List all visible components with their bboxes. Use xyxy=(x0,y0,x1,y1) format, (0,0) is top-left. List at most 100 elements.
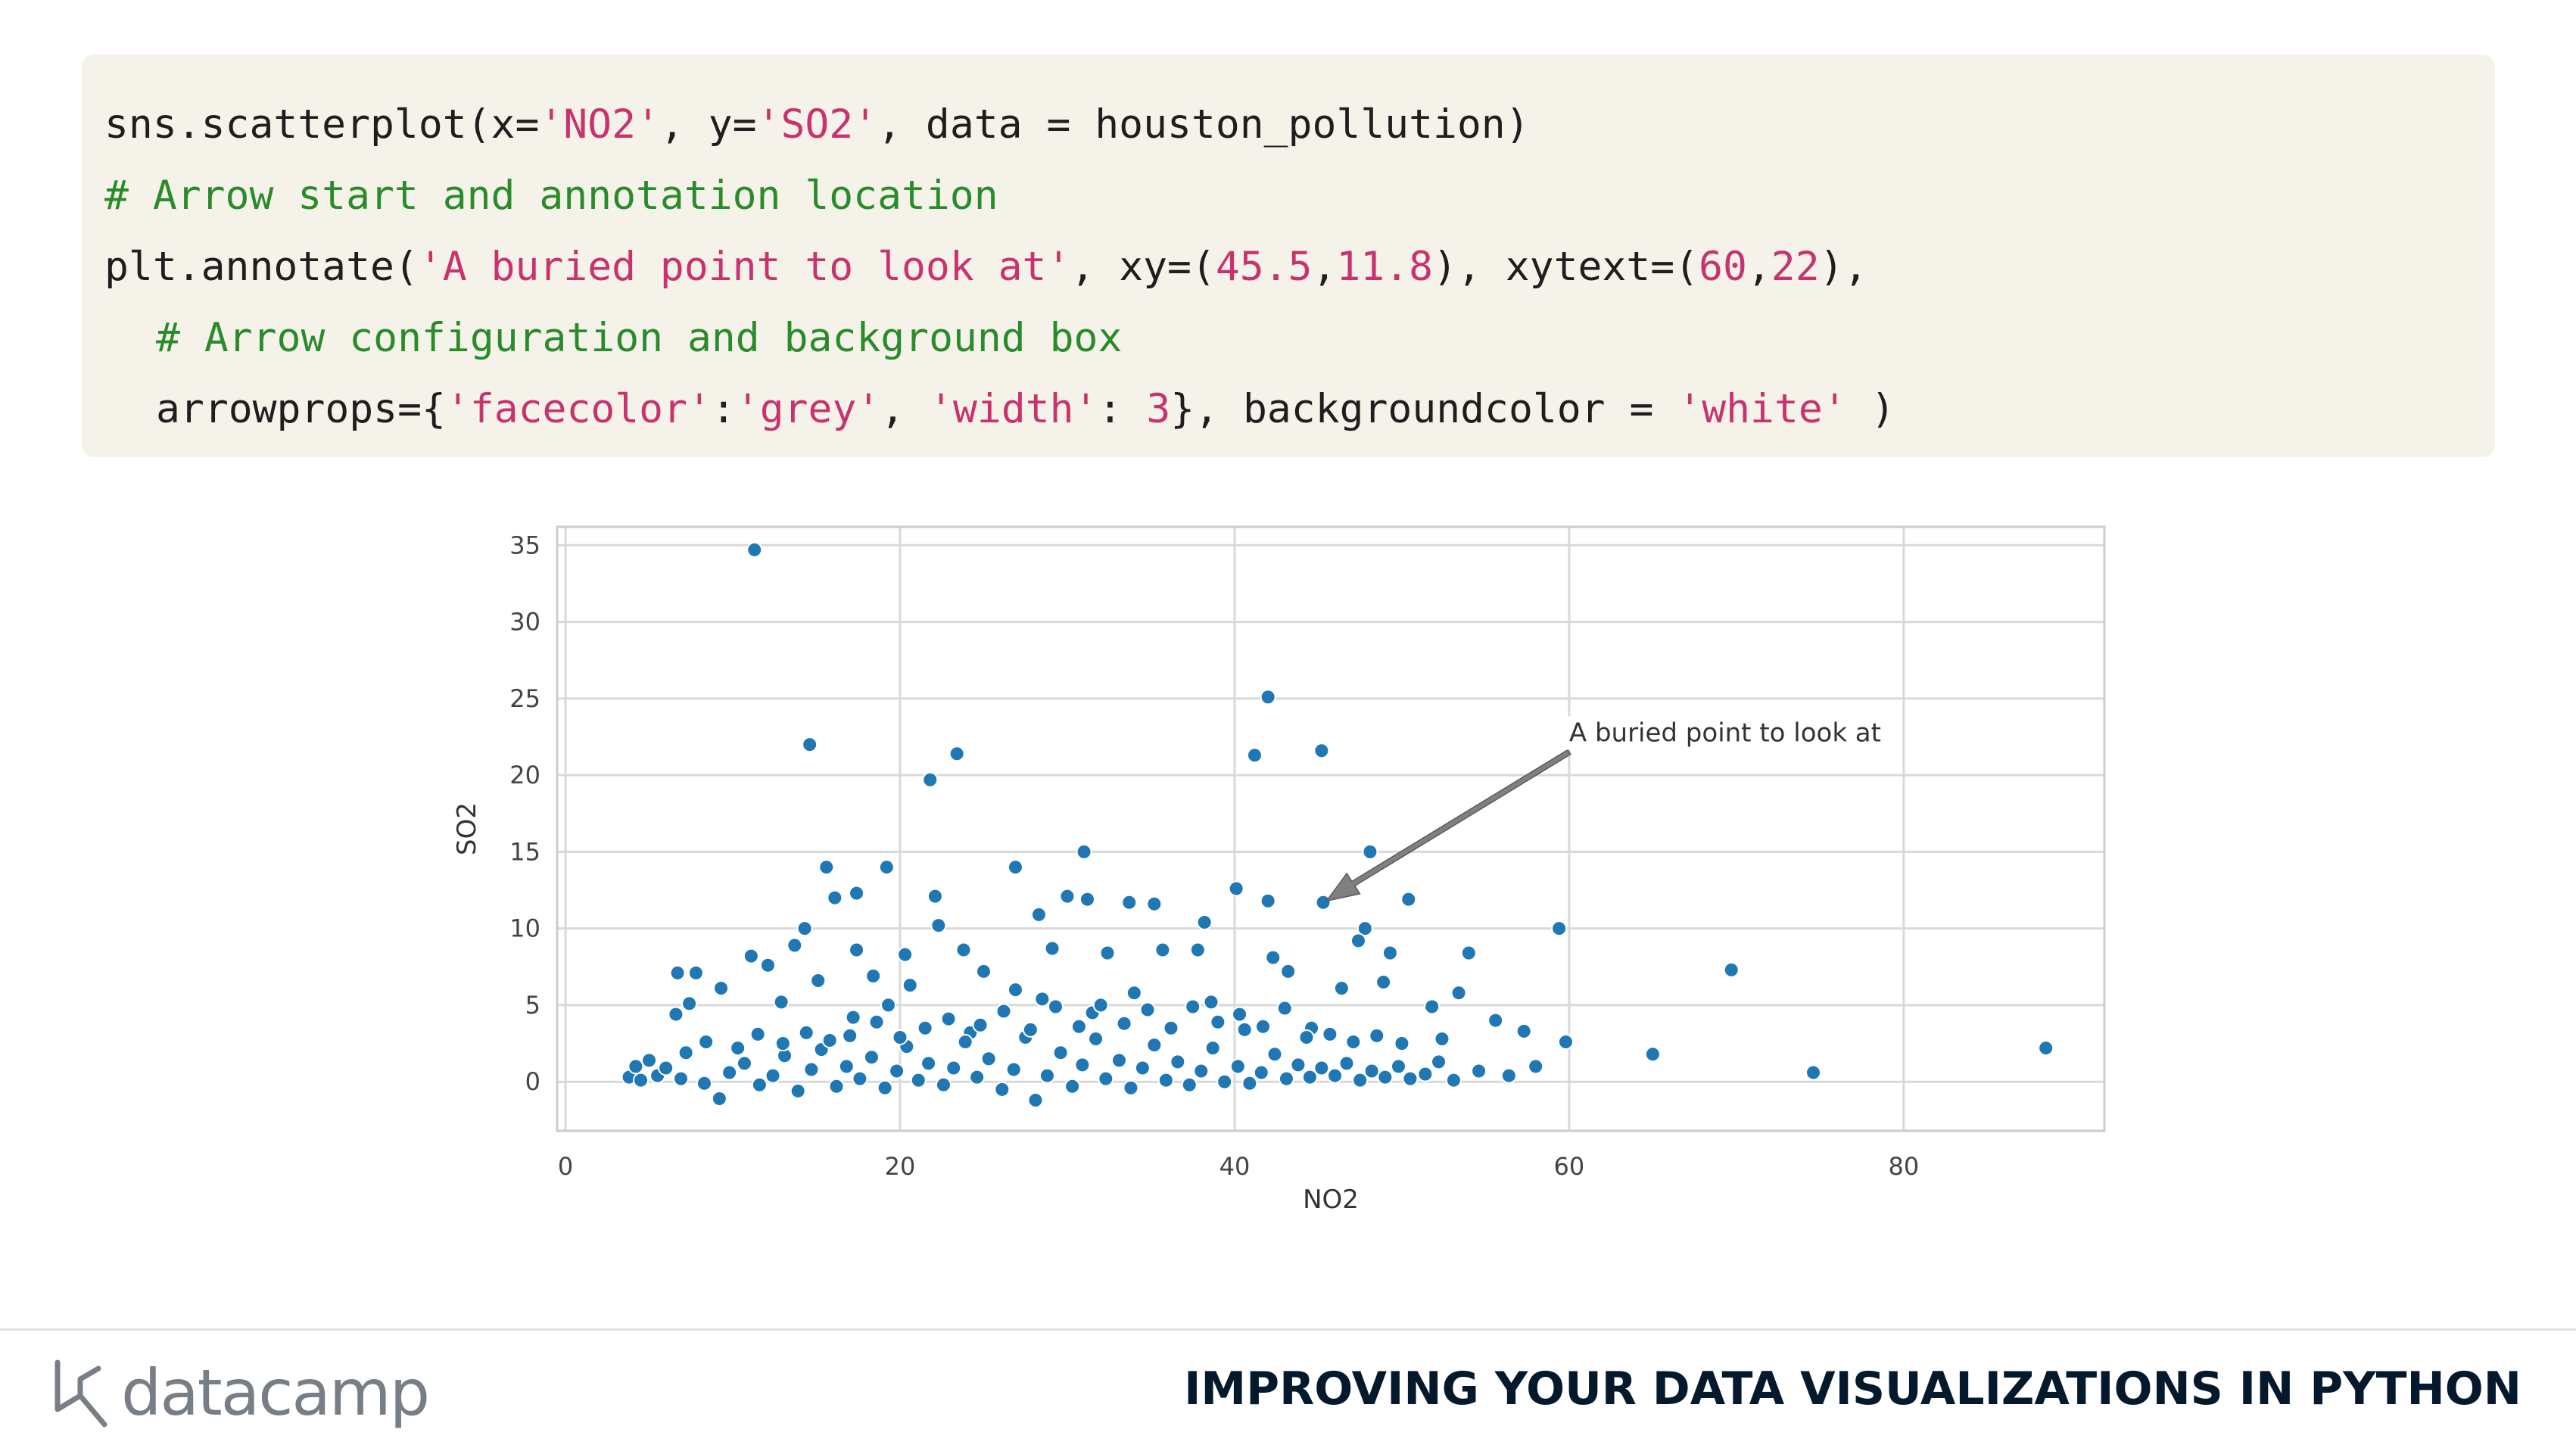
scatter-point xyxy=(673,1070,690,1087)
scatter-point xyxy=(940,1010,957,1027)
scatter-point xyxy=(1092,997,1109,1014)
scatter-point xyxy=(948,746,965,762)
code-token: # Arrow configuration and background box xyxy=(156,315,1123,361)
scatter-point xyxy=(787,937,803,954)
scatter-point xyxy=(1315,894,1332,911)
x-axis-label: NO2 xyxy=(1303,1185,1359,1215)
scatter-point xyxy=(1005,1061,1022,1078)
scatter-point xyxy=(865,967,882,984)
scatter-point xyxy=(1154,942,1171,958)
scatter-point xyxy=(774,1035,791,1052)
code-token: 22 xyxy=(1771,244,1820,290)
scatter-point xyxy=(1301,1069,1318,1085)
scatter-point xyxy=(1350,933,1366,949)
scatter-point xyxy=(1163,1020,1179,1036)
scatter-point xyxy=(746,541,763,558)
scatter-point xyxy=(696,1075,712,1091)
scatter-point xyxy=(681,995,698,1012)
scatter-point xyxy=(852,1070,868,1087)
code-token: sns.scatterplot(x= xyxy=(104,101,540,148)
scatter-point xyxy=(721,1064,738,1081)
scatter-point xyxy=(1265,949,1282,966)
scatter-point xyxy=(935,1076,952,1093)
scatter-point xyxy=(1228,880,1244,897)
code-token: , xyxy=(1746,244,1771,290)
y-tick-label: 30 xyxy=(509,608,540,637)
scatter-point xyxy=(827,889,843,906)
y-tick-label: 10 xyxy=(509,914,540,943)
scatter-point xyxy=(910,1072,927,1088)
scatter-point xyxy=(1400,891,1417,908)
scatter-point xyxy=(838,1058,855,1075)
y-axis-label: SO2 xyxy=(452,802,482,855)
scatter-point xyxy=(1253,1064,1269,1081)
code-token: # Arrow start and annotation location xyxy=(104,173,998,219)
code-token: , data = houston_pollution) xyxy=(877,101,1530,148)
x-tick-label: 20 xyxy=(885,1152,916,1181)
scatter-point xyxy=(1424,998,1441,1015)
code-token: 45.5 xyxy=(1215,244,1313,290)
scatter-point xyxy=(749,1026,766,1042)
scatter-point xyxy=(677,1045,694,1061)
scatter-point xyxy=(878,859,895,876)
annotation: A buried point to look at xyxy=(1325,716,1884,902)
scatter-point xyxy=(1266,1046,1283,1063)
scatter-point xyxy=(845,1009,861,1026)
code-token: , xyxy=(1312,244,1337,290)
y-tick-label: 20 xyxy=(509,761,540,789)
scatter-point xyxy=(922,771,939,788)
scatter-point xyxy=(632,1072,649,1088)
scatter-point xyxy=(1338,1055,1355,1072)
scatter-point xyxy=(669,964,686,981)
y-tick-label: 5 xyxy=(525,991,540,1020)
scatter-point xyxy=(1723,961,1740,978)
scatter-point xyxy=(803,1061,820,1078)
scatter-point xyxy=(880,997,897,1014)
scatter-point xyxy=(868,1014,885,1030)
code-line-1: sns.scatterplot(x='NO2', y='SO2', data =… xyxy=(104,89,2495,160)
scatter-point xyxy=(1377,1069,1394,1085)
scatter-chart: 0 20 40 60 80 0 5 10 15 20 25 30 35 A buried point t… xyxy=(452,525,2106,1215)
code-token: 'A buried point to look at' xyxy=(418,244,1071,290)
scatter-point xyxy=(955,942,972,958)
scatter-point xyxy=(892,1029,908,1045)
code-token: : xyxy=(711,386,736,432)
scatter-point xyxy=(930,917,947,934)
scatter-point xyxy=(759,957,776,973)
y-tick-label: 35 xyxy=(509,531,540,559)
scatter-point xyxy=(1047,998,1064,1015)
x-tick-label: 0 xyxy=(558,1152,573,1181)
code-line-4: # Arrow configuration and background box xyxy=(104,303,2495,374)
scatter-point xyxy=(863,1049,880,1066)
scatter-point xyxy=(1515,1023,1532,1039)
scatter-point xyxy=(1189,942,1206,958)
scatter-points xyxy=(621,541,2054,1108)
scatter-point xyxy=(1034,991,1051,1007)
scatter-point xyxy=(1052,1045,1069,1061)
scatter-point xyxy=(821,1032,838,1049)
scatter-point xyxy=(1375,974,1392,991)
course-title: IMPROVING YOUR DATA VISUALIZATIONS IN PY… xyxy=(1184,1362,2521,1415)
code-token: 3 xyxy=(1146,386,1171,432)
scatter-point xyxy=(1074,1057,1091,1073)
code-token: , y= xyxy=(659,101,757,148)
scatter-point xyxy=(945,1060,962,1076)
scatter-point xyxy=(765,1067,781,1084)
scatter-point xyxy=(1064,1078,1081,1094)
scatter-point xyxy=(1123,1079,1139,1096)
scatter-point xyxy=(1007,982,1023,998)
scatter-point xyxy=(1557,1034,1574,1051)
scatter-point xyxy=(1333,980,1350,997)
code-token: plt.annotate( xyxy=(104,244,419,290)
scatter-point xyxy=(818,859,835,876)
code-token: 11.8 xyxy=(1336,244,1434,290)
scatter-point xyxy=(1805,1064,1822,1081)
scatter-point xyxy=(802,736,818,753)
scatter-point xyxy=(849,885,865,901)
tick-labels: 0 20 40 60 80 0 5 10 15 20 25 30 35 xyxy=(509,531,1919,1181)
scatter-point xyxy=(1551,920,1568,937)
scatter-point xyxy=(1322,1026,1338,1042)
code-token: 'facecolor' xyxy=(445,386,712,432)
scatter-point xyxy=(828,1078,845,1094)
scatter-point xyxy=(1390,1058,1406,1075)
